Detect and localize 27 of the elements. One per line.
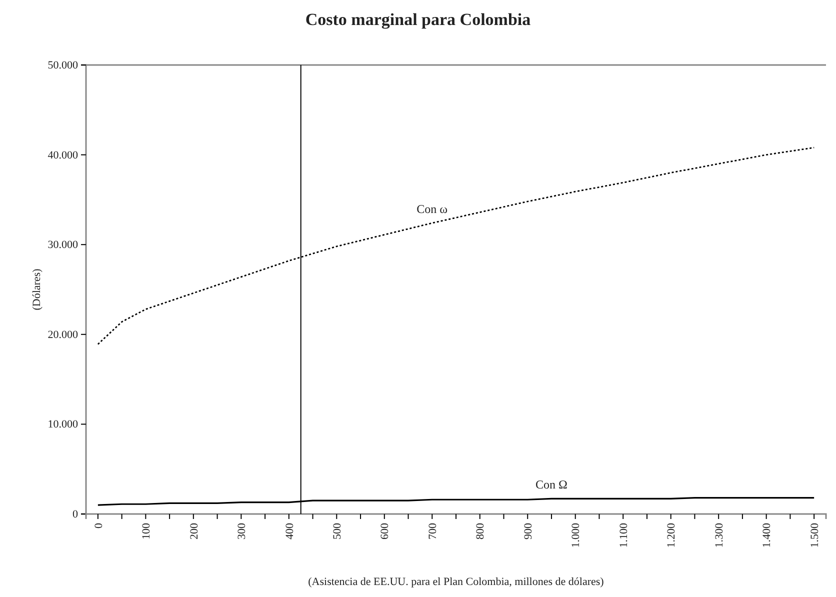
x-tick-label: 1.200 [666, 522, 678, 548]
series-label: Con Ω [536, 478, 568, 492]
x-tick-label: 600 [379, 522, 392, 540]
x-tick-label: 700 [426, 522, 439, 540]
x-axis-title: (Asistencia de EE.UU. para el Plan Colombia, millones de dólares) [308, 576, 604, 588]
y-tick-label: 50.000 [48, 60, 78, 72]
x-tick-label: 1.400 [761, 522, 774, 548]
series-label: Con ω [416, 202, 448, 216]
x-tick-label: 300 [236, 522, 248, 540]
y-axis-title: (Dólares) [31, 268, 43, 310]
x-tick-label: 500 [331, 522, 344, 540]
x-tick-label: 400 [284, 522, 296, 540]
x-tick-label: 1.000 [570, 522, 582, 548]
y-tick-label: 0 [72, 508, 78, 521]
x-tick-label: 1.100 [618, 522, 630, 548]
chart-title: Costo marginal para Colombia [305, 10, 532, 29]
y-tick-label: 20.000 [48, 328, 78, 341]
x-tick-label: 800 [474, 522, 487, 540]
x-tick-label: 900 [522, 522, 534, 540]
y-tick-label: 40.000 [48, 149, 78, 162]
y-tick-label: 10.000 [48, 418, 78, 431]
x-tick-label: 100 [140, 522, 153, 540]
x-tick-label: 1.500 [808, 522, 821, 548]
x-tick-label: 200 [188, 522, 200, 540]
y-tick-label: 30.000 [48, 239, 78, 252]
x-tick-label: 1.300 [713, 522, 726, 548]
x-tick-label: 0 [92, 522, 105, 528]
